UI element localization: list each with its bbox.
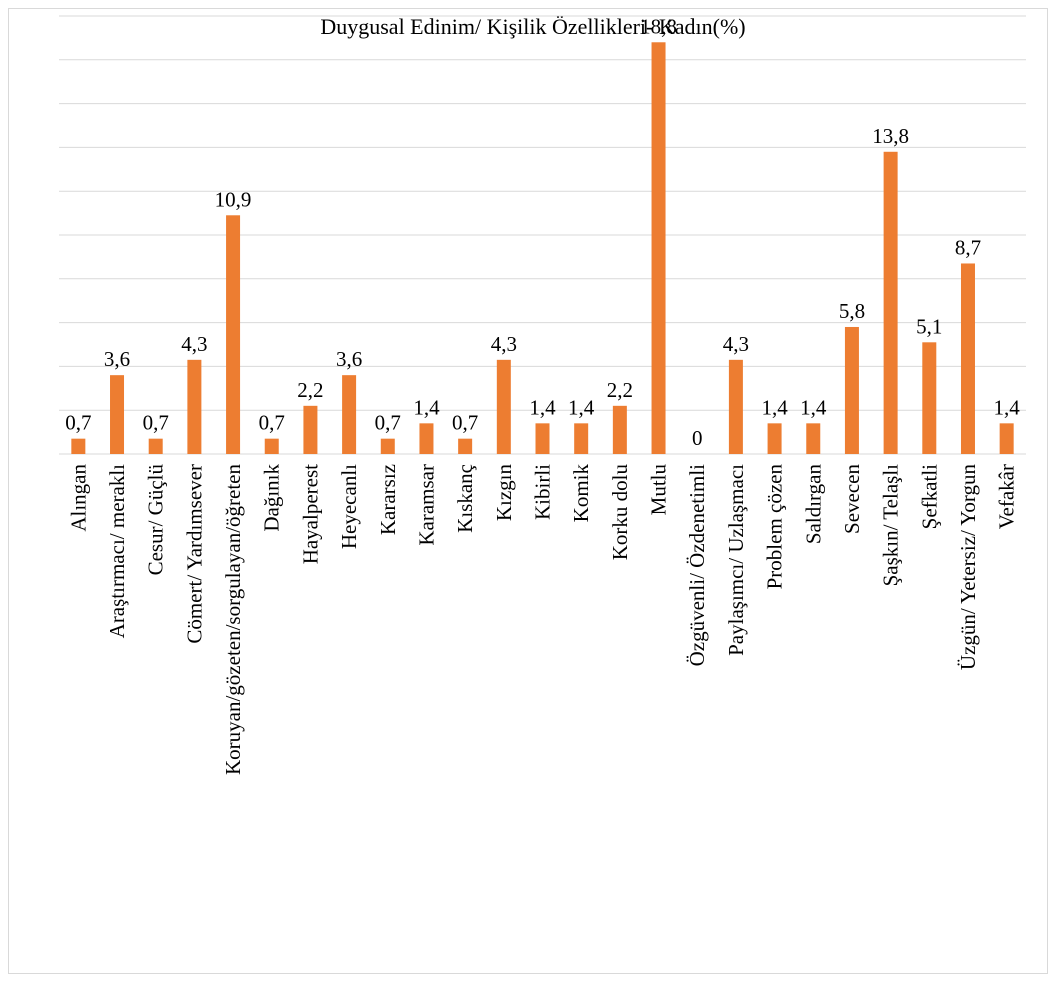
data-labels: 0,7 3,6 0,7 4,3 10,9 0,7 2,2 3,6 0,7 1,4 0,7 4,3 1,4…: [65, 14, 1020, 450]
category-label: Kararsız: [376, 464, 400, 535]
data-label: 8,7: [955, 235, 981, 259]
category-label: Kıskanç: [453, 464, 477, 533]
category-label: Özgüvenli/ Özdenetimli: [685, 464, 709, 667]
bar: [342, 375, 357, 454]
category-label: Mutlu: [647, 464, 671, 516]
bar: [458, 438, 473, 454]
data-label: 0,7: [375, 411, 401, 435]
data-label: 0,7: [452, 411, 478, 435]
category-label: Komik: [569, 464, 593, 523]
data-label: 2,2: [607, 378, 633, 402]
bar: [806, 423, 821, 454]
category-label: Şefkatli: [917, 464, 941, 529]
category-label: Paylaşımcı/ Uzlaşmacı: [724, 464, 748, 656]
bar: [999, 423, 1014, 454]
bar: [187, 359, 202, 454]
category-label: Cömert/ Yardımsever: [182, 464, 206, 644]
category-label: Karamsar: [414, 464, 438, 546]
category-label: Vefakâr: [995, 464, 1019, 529]
data-label: 3,6: [104, 347, 130, 371]
bars: [71, 42, 1014, 454]
bar: [844, 326, 859, 454]
bar: [728, 359, 743, 454]
category-label: Kibirli: [531, 464, 555, 520]
data-label: 4,3: [723, 332, 749, 356]
bar: [883, 151, 898, 454]
data-label: 0,7: [65, 411, 91, 435]
data-label: 0,7: [143, 411, 169, 435]
category-label: Dağınık: [260, 464, 284, 532]
bar: [767, 423, 782, 454]
data-label: 1,4: [568, 395, 595, 419]
category-label: Koruyan/gözeten/sorgulayan/öğreten: [221, 464, 245, 776]
data-label: 5,1: [916, 314, 942, 338]
data-label: 2,2: [297, 378, 323, 402]
data-label: 1,4: [761, 395, 788, 419]
data-label: 0,7: [259, 411, 285, 435]
data-label: 1,4: [413, 395, 440, 419]
bar: [148, 438, 163, 454]
bar: [226, 215, 241, 454]
data-label: 18,8: [640, 14, 677, 38]
category-labels: Alıngan Araştırmacı/ meraklı Cesur/ Güçlü C…: [66, 464, 1018, 776]
bar: [71, 438, 86, 454]
category-label: Araştırmacı/ meraklı: [105, 464, 129, 639]
bar: [574, 423, 589, 454]
category-label: Saldırgan: [801, 464, 825, 545]
bar: [110, 375, 125, 454]
category-label: Cesur/ Güçlü: [144, 464, 168, 576]
bar: [303, 405, 318, 454]
category-label: Hayalperest: [298, 464, 322, 564]
bar: [380, 438, 395, 454]
bar-chart: Duygusal Edinim/ Kişilik Özellikleri- Ka…: [59, 14, 1026, 776]
data-label: 0: [692, 426, 703, 450]
bar: [496, 359, 511, 454]
chart-frame: Duygusal Edinim/ Kişilik Özellikleri- Ka…: [8, 8, 1048, 974]
gridlines: [59, 15, 1026, 455]
bar: [264, 438, 279, 454]
data-label: 1,4: [994, 395, 1021, 419]
category-label: Korku dolu: [608, 464, 632, 561]
data-label: 13,8: [872, 124, 909, 148]
bar: [922, 342, 937, 454]
data-label: 3,6: [336, 347, 362, 371]
category-label: Şaşkın/ Telaşlı: [879, 464, 903, 587]
data-label: 1,4: [800, 395, 827, 419]
data-label: 5,8: [839, 299, 865, 323]
category-label: Kızgın: [492, 464, 516, 522]
bar: [612, 405, 627, 454]
chart-title: Duygusal Edinim/ Kişilik Özellikleri- Ka…: [320, 14, 745, 39]
category-label: Sevecen: [840, 464, 864, 534]
bar: [960, 263, 975, 454]
bar: [419, 423, 434, 454]
data-label: 10,9: [215, 187, 252, 211]
category-label: Alıngan: [66, 464, 90, 532]
bar: [535, 423, 550, 454]
category-label: Üzgün/ Yetersiz/ Yorgun: [956, 464, 980, 671]
data-label: 4,3: [181, 332, 207, 356]
data-label: 1,4: [529, 395, 556, 419]
data-label: 4,3: [491, 332, 517, 356]
category-label: Problem çözen: [763, 464, 787, 590]
bar: [651, 42, 666, 454]
category-label: Heyecanlı: [337, 464, 361, 549]
